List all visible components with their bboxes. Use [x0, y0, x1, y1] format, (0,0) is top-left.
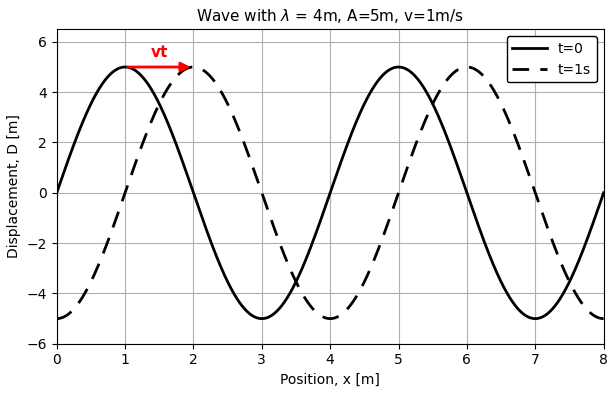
t=1s: [190, 65, 197, 69]
t=1s: [319, 314, 327, 319]
t=0: [81, 115, 89, 120]
Text: vt: vt: [151, 45, 168, 60]
t=1s: [600, 316, 607, 321]
t=0: [584, 234, 592, 239]
Line: t=0: t=0: [57, 67, 603, 319]
t=1s: [53, 316, 60, 321]
t=1s: [484, 79, 491, 84]
t=0: [484, 248, 491, 253]
Legend: t=0, t=1s: t=0, t=1s: [507, 36, 597, 82]
t=0: [600, 190, 607, 195]
Y-axis label: Displacement, D [m]: Displacement, D [m]: [7, 115, 21, 258]
t=0: [585, 234, 592, 238]
t=0: [319, 211, 327, 216]
t=1s: [81, 291, 89, 296]
t=1s: [304, 301, 312, 306]
t=0: [531, 316, 539, 321]
t=0: [53, 190, 60, 195]
t=0: [304, 251, 312, 255]
t=0: [121, 65, 129, 69]
Title: Wave with $\lambda$ = 4m, A=5m, v=1m/s: Wave with $\lambda$ = 4m, A=5m, v=1m/s: [196, 7, 464, 25]
t=1s: [584, 308, 592, 313]
Line: t=1s: t=1s: [57, 67, 603, 319]
X-axis label: Position, x [m]: Position, x [m]: [280, 373, 380, 387]
t=1s: [584, 308, 592, 313]
